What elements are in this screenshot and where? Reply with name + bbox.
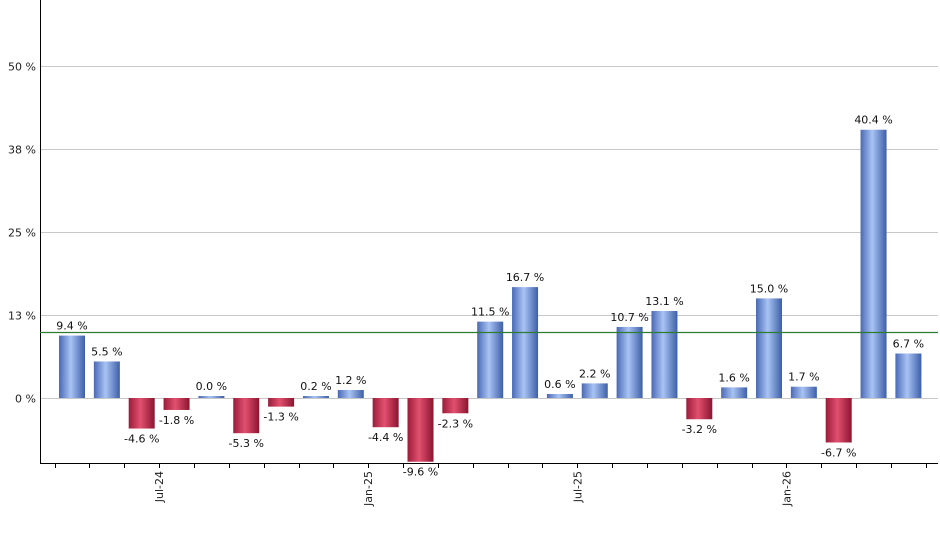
x-tick-label: Jan-26 [780, 471, 793, 507]
bar [721, 387, 748, 398]
y-tick-label: 0 % [15, 393, 36, 406]
data-label: -9.6 % [403, 466, 438, 479]
bar [546, 394, 573, 398]
data-label: 0.0 % [196, 380, 227, 393]
bar [337, 390, 364, 398]
axis-layer: 0 % 13 % 25 % 38 % 50 % Jul-24 Jan-25 Jul-25 Jan… [8, 0, 938, 507]
y-tick-label: 13 % [8, 310, 36, 323]
bar [302, 396, 329, 398]
bar [651, 311, 678, 398]
data-label: 9.4 % [56, 320, 87, 333]
data-label: 2.2 % [579, 367, 610, 380]
bar-layer [59, 129, 922, 462]
data-label: 11.5 % [471, 306, 509, 319]
bar [790, 386, 817, 398]
bar [860, 129, 887, 398]
data-label: -4.6 % [124, 433, 159, 446]
bar [93, 361, 120, 398]
bar [372, 398, 399, 428]
bar [268, 398, 295, 407]
bar [477, 321, 504, 398]
bar [163, 398, 190, 410]
bar [233, 398, 260, 434]
data-label: -1.3 % [263, 411, 298, 424]
data-label: -3.2 % [682, 423, 717, 436]
data-label: 0.6 % [544, 378, 575, 391]
data-label: 1.2 % [335, 374, 366, 387]
y-tick-label: 25 % [8, 227, 36, 240]
data-label: -2.3 % [438, 417, 473, 430]
x-tick-label: Jul-24 [153, 471, 166, 503]
bar [198, 396, 225, 398]
bar [512, 287, 539, 398]
bar [581, 383, 608, 398]
data-label: 16.7 % [506, 271, 544, 284]
x-tick-label: Jan-25 [362, 471, 375, 507]
x-tick-label: Jul-25 [571, 471, 584, 503]
bar [59, 335, 85, 398]
bar [128, 398, 155, 429]
bar [756, 298, 782, 398]
data-label: 10.7 % [610, 311, 648, 324]
data-label: 5.5 % [91, 345, 122, 358]
bar [825, 398, 852, 443]
data-label: 40.4 % [854, 114, 892, 127]
data-label: 0.2 % [300, 380, 331, 393]
bar [895, 353, 922, 398]
bar [442, 398, 469, 414]
data-label: 15.0 % [750, 282, 788, 295]
bar [407, 398, 434, 462]
y-tick-label: 38 % [8, 144, 36, 157]
data-label: -6.7 % [821, 446, 856, 459]
grid-layer [40, 66, 938, 399]
data-label: -1.8 % [159, 414, 194, 427]
data-label: 1.7 % [788, 371, 819, 384]
data-label: -4.4 % [368, 431, 403, 444]
data-label: 6.7 % [893, 338, 924, 351]
data-label: 1.6 % [718, 371, 749, 384]
bar [686, 398, 713, 420]
y-tick-label: 50 % [8, 61, 36, 74]
data-label: 13.1 % [645, 295, 683, 308]
data-label: -5.3 % [229, 437, 264, 450]
bar [616, 326, 643, 398]
data-label-layer: 9.4 % 5.5 % -4.6 %-1.8 % 0.0 % -5.3 % -1.3 % 0… [56, 114, 924, 479]
